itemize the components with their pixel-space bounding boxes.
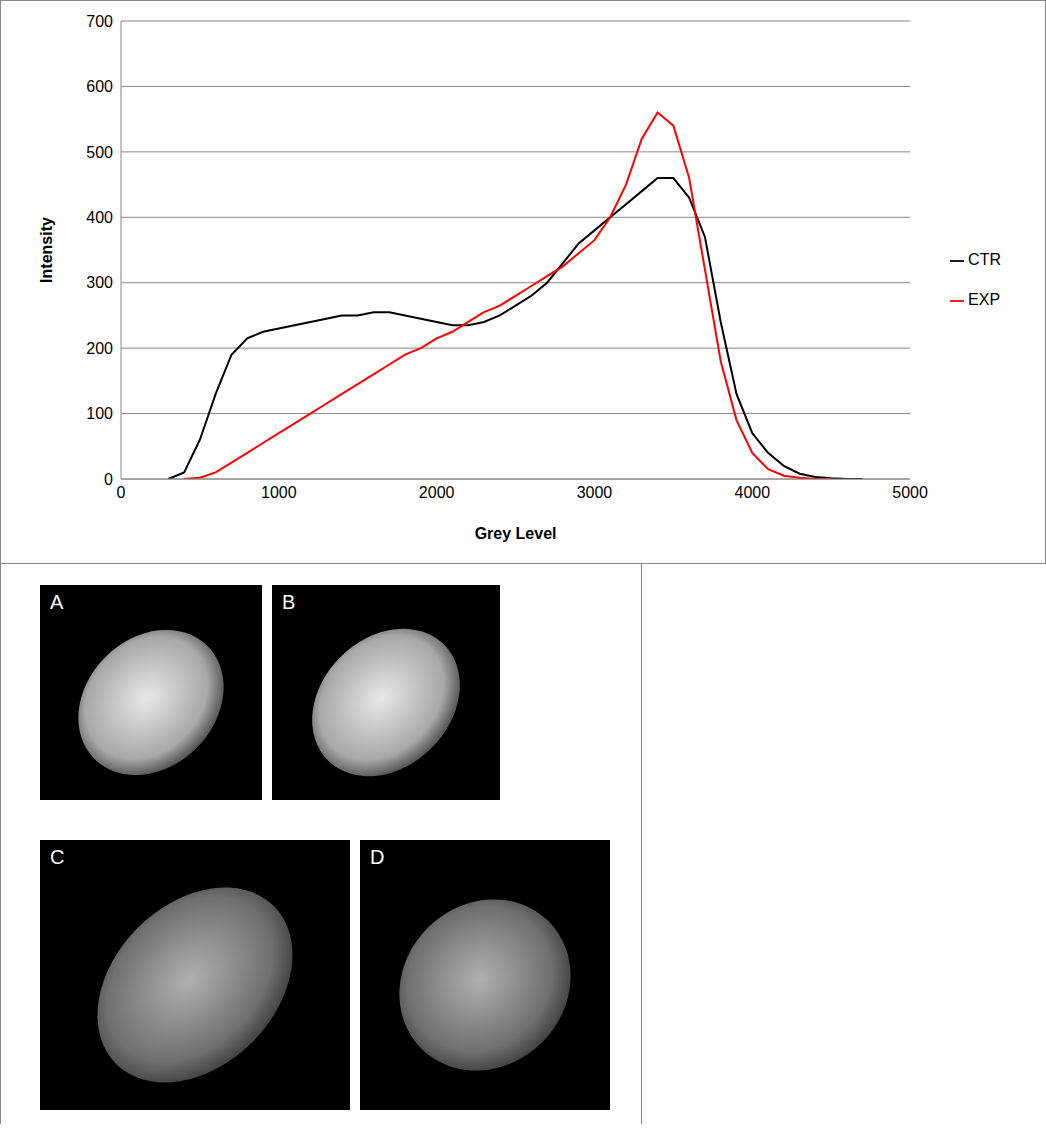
svg-text:400: 400 [86, 209, 113, 226]
svg-text:Grey Level: Grey Level [475, 525, 557, 542]
html-text:CTR: CTR [968, 251, 1001, 268]
svg-text:500: 500 [86, 144, 113, 161]
svg-text:5000: 5000 [892, 484, 928, 501]
svg-text:0: 0 [117, 484, 126, 501]
svg-text:4000: 4000 [734, 484, 770, 501]
html-text:A: A [50, 591, 64, 613]
svg-text:100: 100 [86, 405, 113, 422]
svg-text:0: 0 [104, 471, 113, 488]
svg-text:1000: 1000 [261, 484, 297, 501]
svg-text:200: 200 [86, 340, 113, 357]
html-text:D: D [370, 846, 385, 868]
html-text:B: B [282, 591, 296, 613]
svg-text:300: 300 [86, 274, 113, 291]
html-text:C: C [50, 846, 65, 868]
svg-text:Intensity: Intensity [38, 217, 55, 283]
svg-text:700: 700 [86, 13, 113, 30]
svg-text:600: 600 [86, 78, 113, 95]
svg-text:3000: 3000 [577, 484, 613, 501]
svg-text:2000: 2000 [419, 484, 455, 501]
html-text:EXP: EXP [968, 291, 1001, 308]
